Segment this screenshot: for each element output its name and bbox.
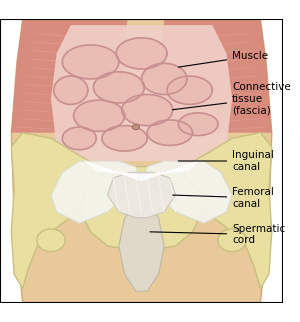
Polygon shape — [122, 94, 173, 126]
Polygon shape — [11, 19, 272, 303]
Polygon shape — [178, 113, 218, 136]
Polygon shape — [62, 127, 96, 150]
Text: Inguinal
canal: Inguinal canal — [178, 150, 274, 172]
Text: Connective
tissue
(fascia): Connective tissue (fascia) — [172, 82, 291, 115]
Ellipse shape — [132, 125, 140, 129]
Polygon shape — [54, 76, 88, 104]
Polygon shape — [94, 72, 144, 103]
Polygon shape — [11, 133, 108, 289]
Polygon shape — [142, 161, 232, 223]
Polygon shape — [74, 100, 124, 131]
Polygon shape — [79, 167, 204, 251]
Polygon shape — [176, 133, 272, 289]
Polygon shape — [119, 206, 164, 291]
Polygon shape — [62, 45, 119, 79]
Text: Muscle: Muscle — [178, 51, 268, 67]
Polygon shape — [108, 172, 176, 218]
Polygon shape — [116, 38, 167, 69]
Ellipse shape — [37, 229, 65, 251]
Polygon shape — [102, 126, 147, 151]
Polygon shape — [156, 19, 272, 133]
Polygon shape — [147, 120, 193, 146]
Ellipse shape — [218, 229, 246, 251]
Polygon shape — [167, 76, 212, 104]
Text: Femoral
canal: Femoral canal — [172, 187, 274, 209]
Text: Spermatic
cord: Spermatic cord — [150, 224, 285, 245]
Polygon shape — [142, 63, 187, 94]
Polygon shape — [11, 19, 128, 133]
Polygon shape — [51, 25, 232, 161]
Polygon shape — [51, 161, 142, 223]
